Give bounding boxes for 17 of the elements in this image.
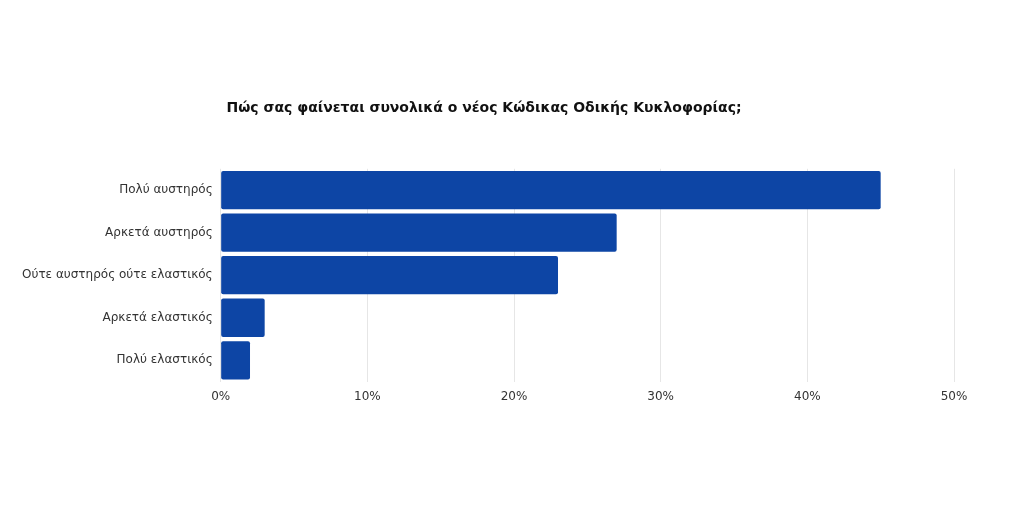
y-tick-label: Πολύ αυστηρός [119, 182, 213, 197]
y-tick-label: Αρκετά ελαστικός [102, 309, 213, 324]
x-tick-label: 20% [500, 388, 528, 403]
x-tick-label: 50% [940, 388, 968, 403]
bar [221, 170, 881, 210]
bar [221, 213, 617, 252]
y-tick-label: Αρκετά αυστηρός [105, 224, 213, 239]
x-tick-label: 10% [354, 388, 381, 403]
bar [221, 298, 265, 337]
x-tick-label: 30% [647, 388, 675, 403]
y-tick-label: Ούτε αυστηρός ούτε ελαστικός [21, 267, 213, 282]
y-tick-label: Πολύ ελαστικός [116, 352, 213, 367]
bar [221, 256, 559, 295]
bar [221, 341, 251, 380]
x-tick-label: 40% [794, 388, 821, 403]
x-tick-label: 0% [211, 388, 231, 403]
chart-title: Πώς σας φαίνεται συνολικά ο νέος Κώδικας Οδικής Κυκλοφορίας; [226, 99, 742, 116]
